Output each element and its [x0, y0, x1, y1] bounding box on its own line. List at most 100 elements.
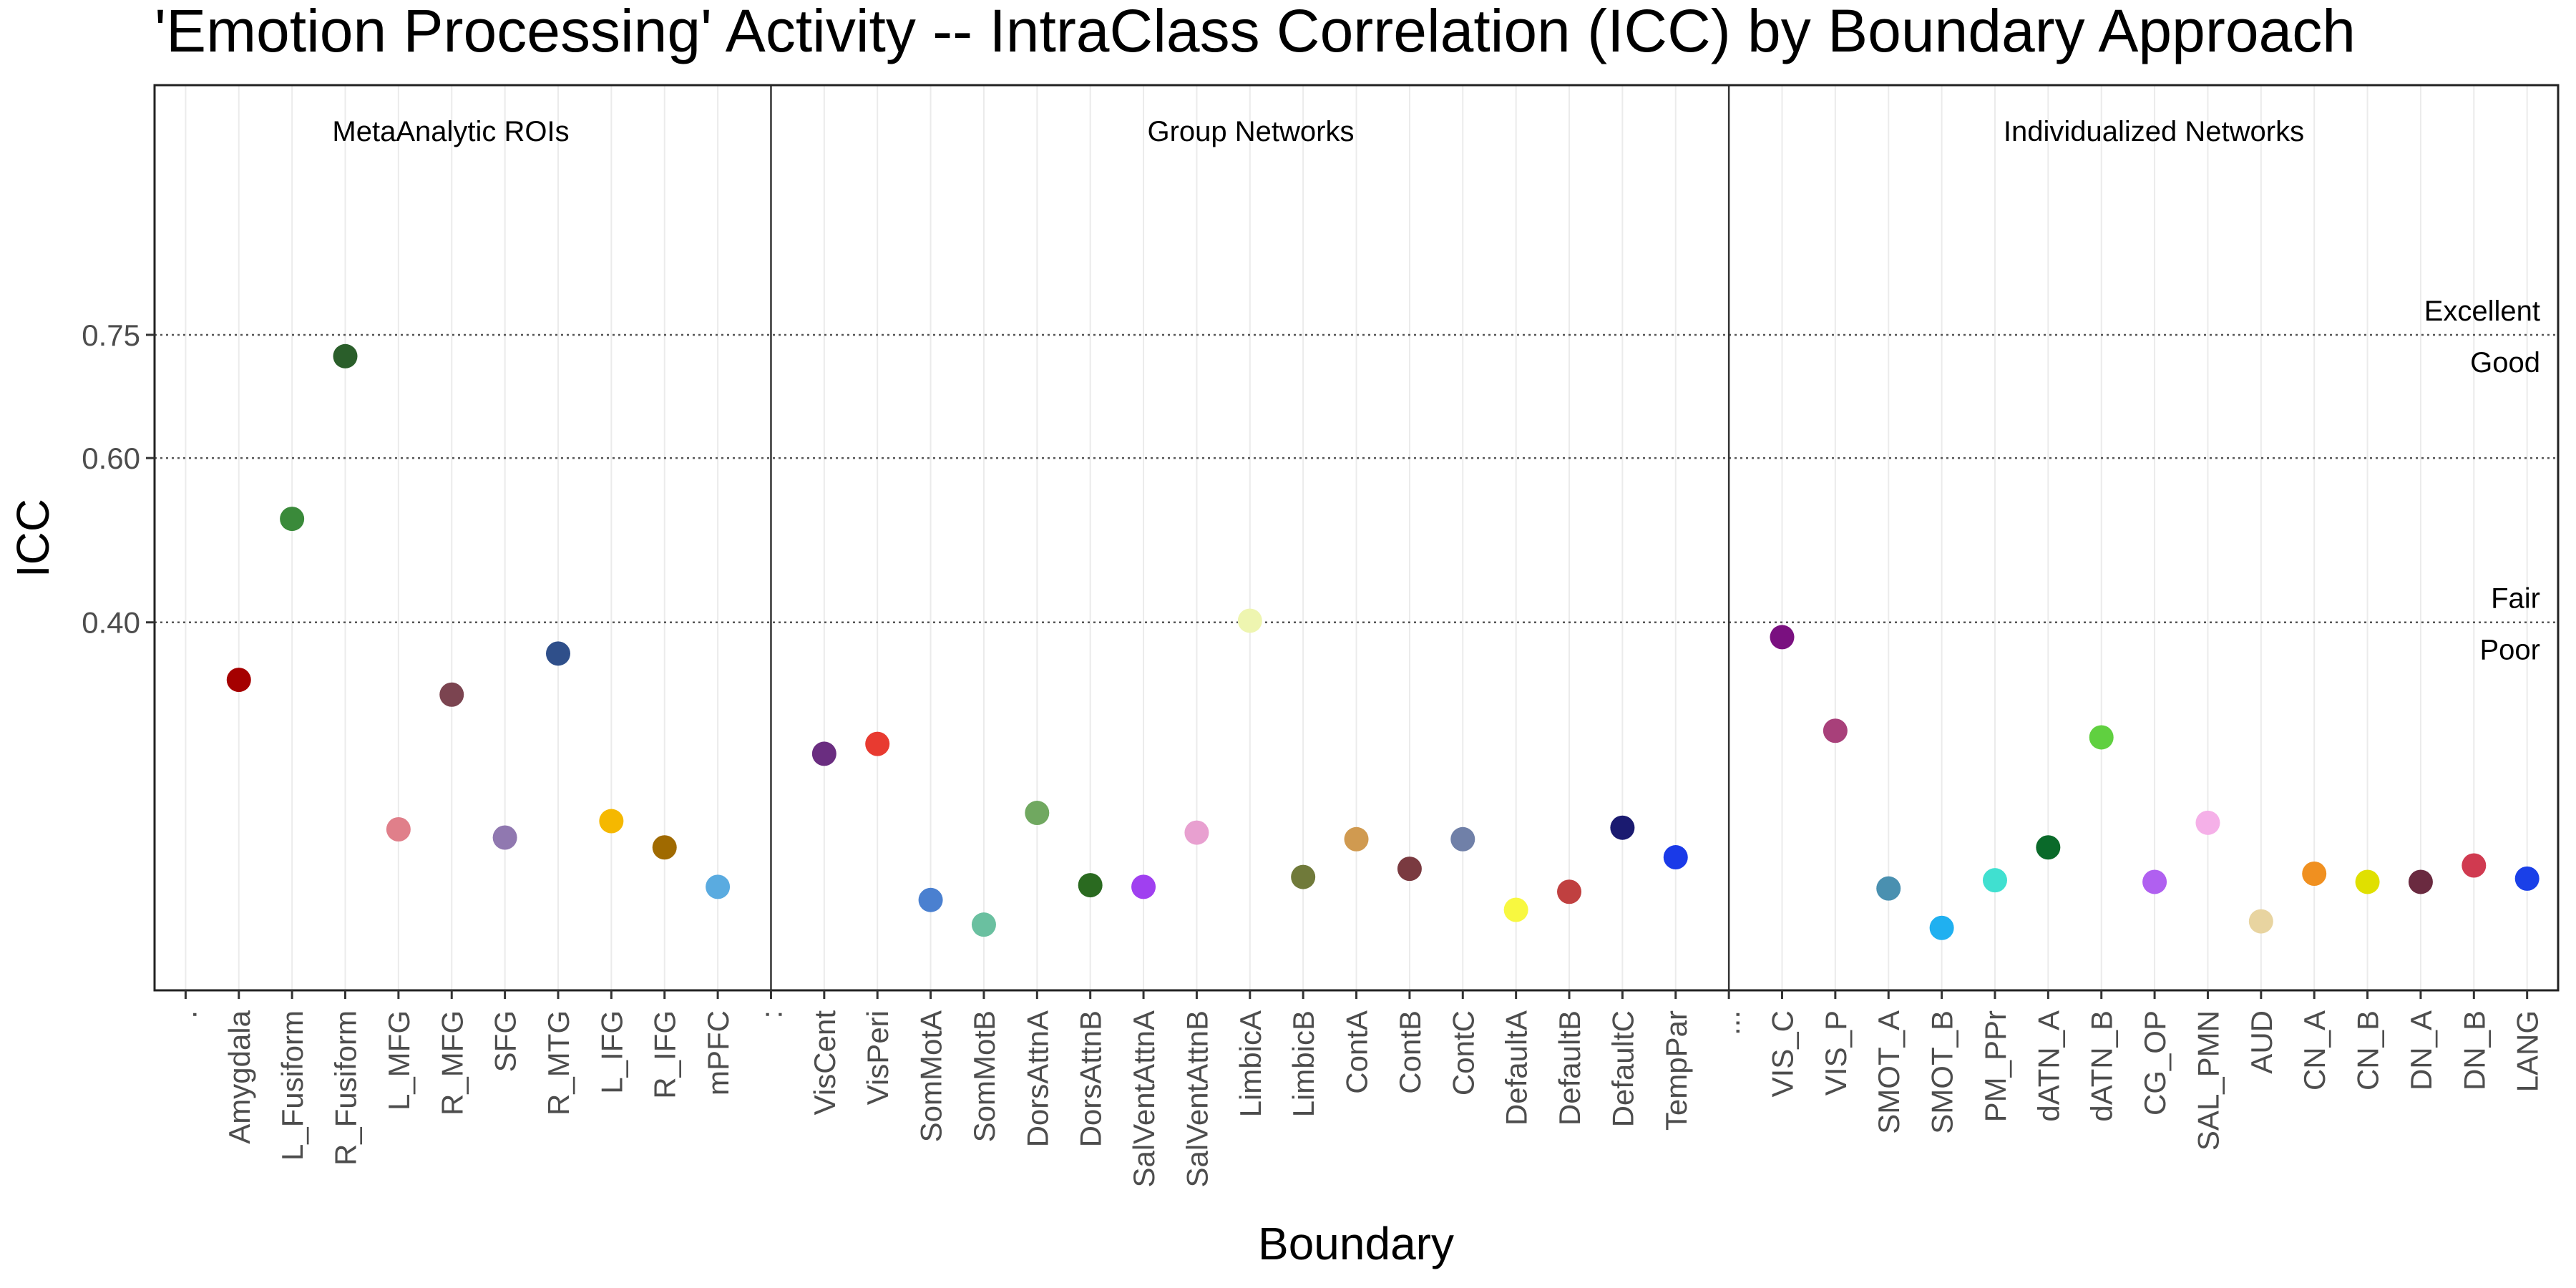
- threshold-label: Fair: [2491, 583, 2540, 615]
- y-axis-title: ICC: [7, 499, 59, 577]
- x-tick-label: CG_OP: [2138, 1010, 2172, 1116]
- data-point-dn_b: [2462, 853, 2487, 878]
- data-point-vis_c: [1770, 625, 1795, 650]
- data-point-sommotb: [971, 912, 996, 937]
- x-tick-label: CN_A: [2298, 1010, 2331, 1091]
- data-point-contc: [1450, 826, 1475, 852]
- data-point-defaulta: [1503, 897, 1528, 922]
- data-point-conta: [1344, 826, 1369, 852]
- data-point-l_ifg: [599, 809, 624, 834]
- x-separator-label: ...: [1712, 1010, 1746, 1035]
- data-point-limbica: [1237, 608, 1262, 633]
- data-point-aud: [2248, 909, 2273, 934]
- x-tick-label: CN_B: [2351, 1010, 2385, 1091]
- plot-area: MetaAnalytic ROIs Group Networks Individua…: [82, 84, 2560, 1188]
- data-point-l_mfg: [386, 817, 411, 842]
- x-tick-label: DefaultC: [1606, 1010, 1639, 1127]
- data-point-salventattna: [1131, 874, 1156, 899]
- y-tick-label: 0.75: [82, 318, 140, 352]
- data-point-lang: [2514, 866, 2540, 891]
- data-point-salventattnb: [1184, 820, 1209, 845]
- x-tick-label: SAL_PMN: [2191, 1010, 2225, 1151]
- x-tick-label: dATN_B: [2085, 1010, 2119, 1122]
- data-point-pm_ppr: [1982, 868, 2007, 893]
- chart-title: 'Emotion Processing' Activity -- IntraCl…: [155, 0, 2356, 64]
- data-point-datn_b: [2089, 725, 2114, 750]
- x-tick-label: AUD: [2245, 1010, 2278, 1074]
- data-point-r_mtg: [545, 641, 570, 666]
- x-tick-label: DefaultB: [1553, 1010, 1586, 1126]
- data-point-dorsattna: [1025, 801, 1050, 826]
- x-tick-label: ContB: [1393, 1010, 1427, 1094]
- x-tick-label: DefaultA: [1500, 1010, 1533, 1126]
- x-tick-label: VisPeri: [861, 1010, 894, 1105]
- data-point-vis_p: [1823, 718, 1848, 743]
- x-tick-label: ContA: [1340, 1010, 1374, 1094]
- data-point-amygdala: [226, 668, 251, 693]
- data-point-sommota: [918, 887, 943, 912]
- data-point-sfg: [492, 825, 517, 850]
- data-point-defaultc: [1610, 815, 1635, 840]
- data-point-contb: [1397, 857, 1422, 882]
- x-separator-label: :: [754, 1010, 788, 1019]
- x-tick-label: R_Fusiform: [329, 1010, 363, 1166]
- x-tick-label: SomMotA: [914, 1010, 948, 1142]
- x-tick-label: R_MFG: [435, 1010, 469, 1116]
- data-point-cn_a: [2302, 861, 2327, 886]
- x-tick-label: PM_PPr: [1979, 1010, 2012, 1122]
- data-point-datn_a: [2036, 835, 2061, 860]
- x-tick-label: LimbicB: [1287, 1010, 1320, 1117]
- x-tick-label: VIS_P: [1819, 1010, 1853, 1096]
- data-point-r_fusiform: [333, 343, 358, 369]
- group-header-label: Group Networks: [1148, 116, 1355, 147]
- x-tick-label: ContC: [1446, 1010, 1480, 1096]
- x-tick-label: SalVentAttnB: [1180, 1010, 1214, 1188]
- x-tick-label: DN_A: [2404, 1010, 2438, 1091]
- x-tick-label: R_IFG: [648, 1010, 682, 1099]
- data-point-viscent: [811, 741, 836, 766]
- x-tick-label: DorsAttnB: [1074, 1010, 1108, 1147]
- data-point-smot_b: [1929, 915, 1954, 940]
- x-tick-label: LANG: [2511, 1010, 2545, 1092]
- x-tick-label: Amygdala: [223, 1010, 256, 1143]
- x-separator-label: .: [169, 1010, 203, 1019]
- data-point-sal_pmn: [2195, 810, 2220, 835]
- x-axis-title: Boundary: [1258, 1218, 1454, 1269]
- x-tick-label: SalVentAttnA: [1127, 1010, 1161, 1188]
- data-point-mpfc: [706, 874, 731, 899]
- x-tick-label: SFG: [489, 1010, 522, 1072]
- data-point-defaultb: [1557, 879, 1582, 904]
- x-tick-label: TempPar: [1659, 1010, 1693, 1131]
- group-header-label: Individualized Networks: [2004, 116, 2304, 147]
- y-tick-label: 0.40: [82, 606, 140, 640]
- data-point-cg_op: [2142, 869, 2167, 894]
- x-tick-label: L_Fusiform: [275, 1010, 309, 1161]
- data-point-l_fusiform: [280, 507, 305, 532]
- x-tick-label: SMOT_A: [1872, 1010, 1906, 1134]
- data-point-limbicb: [1291, 864, 1316, 889]
- x-tick-label: L_MFG: [382, 1010, 416, 1111]
- x-tick-label: LimbicA: [1234, 1010, 1267, 1117]
- data-point-cn_b: [2355, 869, 2380, 894]
- x-tick-label: mPFC: [701, 1010, 735, 1096]
- data-point-visperi: [865, 731, 890, 756]
- x-tick-label: DorsAttnA: [1020, 1010, 1054, 1147]
- x-tick-label: VIS_C: [1766, 1010, 1800, 1097]
- data-point-r_mfg: [439, 682, 464, 707]
- threshold-label: Excellent: [2424, 296, 2540, 327]
- x-tick-label: R_MTG: [542, 1010, 575, 1116]
- y-tick-label: 0.60: [82, 441, 140, 475]
- group-header-label: MetaAnalytic ROIs: [332, 116, 569, 147]
- x-tick-label: SomMotB: [967, 1010, 1001, 1142]
- x-tick-label: dATN_A: [2031, 1010, 2065, 1122]
- data-point-r_ifg: [652, 835, 677, 860]
- data-point-dorsattnb: [1078, 873, 1103, 898]
- x-tick-label: VisCent: [808, 1010, 841, 1116]
- threshold-label: Good: [2470, 347, 2540, 379]
- data-point-smot_a: [1876, 876, 1901, 901]
- threshold-label: Poor: [2480, 635, 2541, 666]
- x-tick-label: L_IFG: [595, 1010, 628, 1094]
- data-point-temppar: [1663, 845, 1688, 870]
- x-tick-label: DN_B: [2457, 1010, 2491, 1091]
